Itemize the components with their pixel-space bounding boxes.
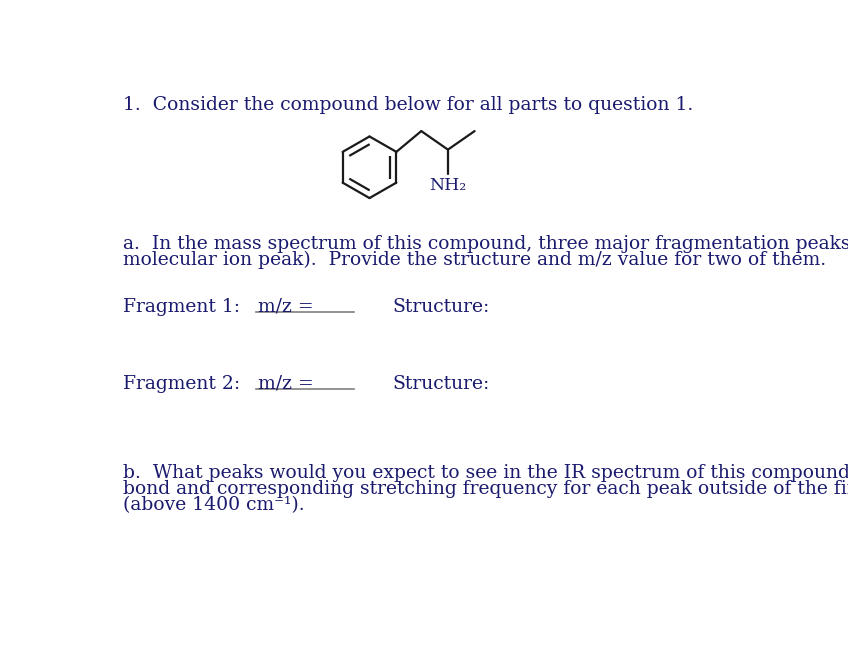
Text: (above 1400 cm⁻¹).: (above 1400 cm⁻¹).	[123, 496, 304, 514]
Text: Structure:: Structure:	[393, 375, 490, 393]
Text: b.  What peaks would you expect to see in the IR spectrum of this compound?  Pro: b. What peaks would you expect to see in…	[123, 464, 848, 482]
Text: Fragment 2:   m/z =: Fragment 2: m/z =	[123, 375, 320, 393]
Text: Fragment 1:   m/z =: Fragment 1: m/z =	[123, 298, 320, 316]
Text: molecular ion peak).  Provide the structure and m/z value for two of them.: molecular ion peak). Provide the structu…	[123, 251, 826, 269]
Text: 1.  Consider the compound below for all parts to question 1.: 1. Consider the compound below for all p…	[123, 96, 694, 113]
Text: bond and corresponding stretching frequency for each peak outside of the fingerp: bond and corresponding stretching freque…	[123, 480, 848, 498]
Text: Structure:: Structure:	[393, 298, 490, 316]
Text: NH₂: NH₂	[429, 176, 466, 194]
Text: a.  In the mass spectrum of this compound, three major fragmentation peaks appea: a. In the mass spectrum of this compound…	[123, 234, 848, 253]
